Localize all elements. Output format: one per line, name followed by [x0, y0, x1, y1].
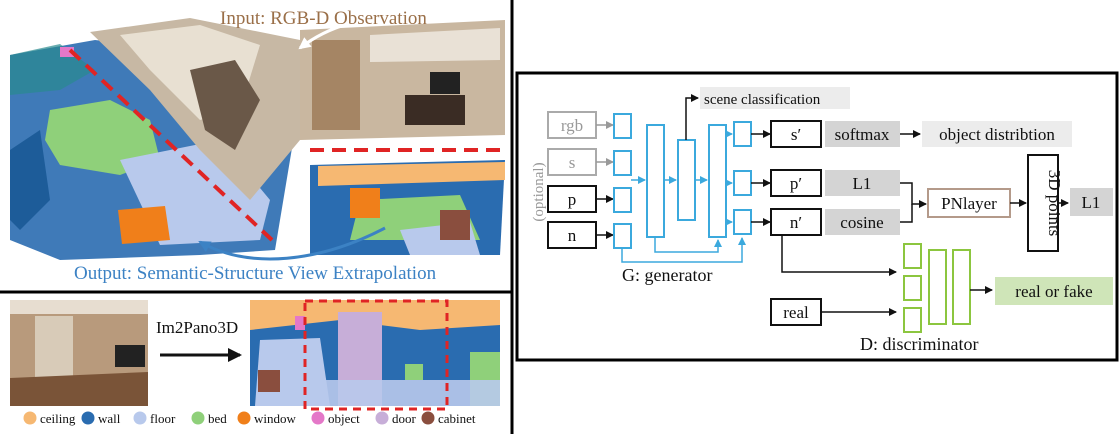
discriminator-label: D: discriminator	[860, 334, 978, 354]
legend: ceiling wall floor bed window object door cabin…	[23, 411, 476, 426]
pointcloud-panel	[0, 0, 510, 288]
generator-label: G: generator	[622, 265, 712, 285]
softmax-text: softmax	[835, 125, 890, 144]
output-p-prime-box	[770, 169, 822, 197]
legend-label-bed: bed	[208, 411, 227, 426]
legend-label-floor: floor	[150, 411, 176, 426]
input-p-text: p	[568, 190, 577, 209]
input-n-box	[547, 221, 597, 249]
input-s-text: s	[569, 153, 576, 172]
legend-swatch-floor	[133, 411, 147, 425]
cosine-text: cosine	[840, 213, 883, 232]
3d-points-box	[1027, 154, 1059, 252]
3d-points-text: 3D points	[1045, 170, 1064, 237]
softmax-box	[825, 121, 900, 147]
input-rgb-box	[547, 111, 597, 139]
input-n-text: n	[568, 226, 577, 245]
discriminator	[903, 243, 971, 333]
object-distribution-box	[922, 121, 1072, 147]
output-label: Output: Semantic-Structure View Extrapol…	[74, 263, 437, 284]
scene-classification-text: scene classification	[704, 92, 821, 108]
generator-skip-connections	[621, 130, 746, 263]
method-label: Im2Pano3D	[156, 318, 238, 337]
legend-label-ceiling: ceiling	[40, 411, 76, 426]
l1-box-b	[1070, 188, 1113, 216]
scene-arrow	[685, 94, 699, 140]
l1-text-b: L1	[1082, 193, 1101, 212]
cosine-box	[825, 209, 900, 235]
output-s-prime-box	[770, 120, 822, 148]
real-input-text: real	[783, 303, 809, 322]
legend-label-cabinet: cabinet	[438, 411, 476, 426]
pnlayer-text: PNlayer	[941, 194, 997, 213]
object-distribution-text: object distribtion	[939, 125, 1055, 144]
input-p-box	[547, 185, 597, 213]
legend-swatch-ceiling	[23, 411, 37, 425]
input-rgb-text: rgb	[561, 116, 583, 135]
legend-label-door: door	[392, 411, 417, 426]
optional-label: (optional)	[531, 162, 547, 221]
output-s-prime-text: s′	[791, 125, 801, 144]
output-n-prime-box	[770, 208, 822, 236]
l1-text-a: L1	[853, 174, 872, 193]
l1-box-a	[825, 170, 900, 196]
real-or-fake-text: real or fake	[1015, 282, 1092, 301]
legend-swatch-bed	[191, 411, 205, 425]
legend-swatch-cabinet	[421, 411, 435, 425]
fake-to-discriminator-arrow	[781, 235, 897, 276]
legend-swatch-object	[311, 411, 325, 425]
input-s-box	[547, 148, 597, 176]
output-p-prime-text: p′	[790, 174, 802, 193]
legend-label-object: object	[328, 411, 360, 426]
generator	[613, 113, 752, 249]
legend-swatch-wall	[81, 411, 95, 425]
legend-swatch-door	[375, 411, 389, 425]
scene-classification-box	[700, 87, 850, 109]
legend-label-window: window	[254, 411, 297, 426]
legend-label-wall: wall	[98, 411, 121, 426]
panorama-example	[10, 299, 500, 411]
output-n-prime-text: n′	[790, 213, 802, 232]
legend-swatch-window	[237, 411, 251, 425]
input-label: Input: RGB-D Observation	[220, 8, 427, 29]
real-or-fake-box	[995, 277, 1113, 305]
